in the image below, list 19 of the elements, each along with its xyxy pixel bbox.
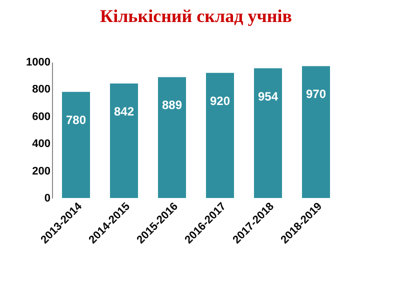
chart-title: Кількісний склад учнів <box>100 6 292 26</box>
bar <box>254 68 282 198</box>
y-tick-label: 0 <box>44 192 50 204</box>
bar <box>62 92 90 198</box>
data-label: 970 <box>306 87 326 102</box>
y-tick-label: 200 <box>32 165 50 178</box>
bar <box>206 72 234 198</box>
data-label: 954 <box>258 89 278 104</box>
data-label: 889 <box>162 98 182 112</box>
y-tick-label: 1000 <box>26 56 50 68</box>
data-label: 842 <box>114 104 134 118</box>
bar <box>302 66 330 198</box>
y-tick-label: 800 <box>32 84 50 96</box>
data-label: 780 <box>66 112 86 127</box>
bar <box>110 83 138 198</box>
y-tick-label: 600 <box>32 110 50 123</box>
y-tick-label: 400 <box>32 138 50 150</box>
data-label: 920 <box>210 94 230 108</box>
bar <box>158 77 186 198</box>
